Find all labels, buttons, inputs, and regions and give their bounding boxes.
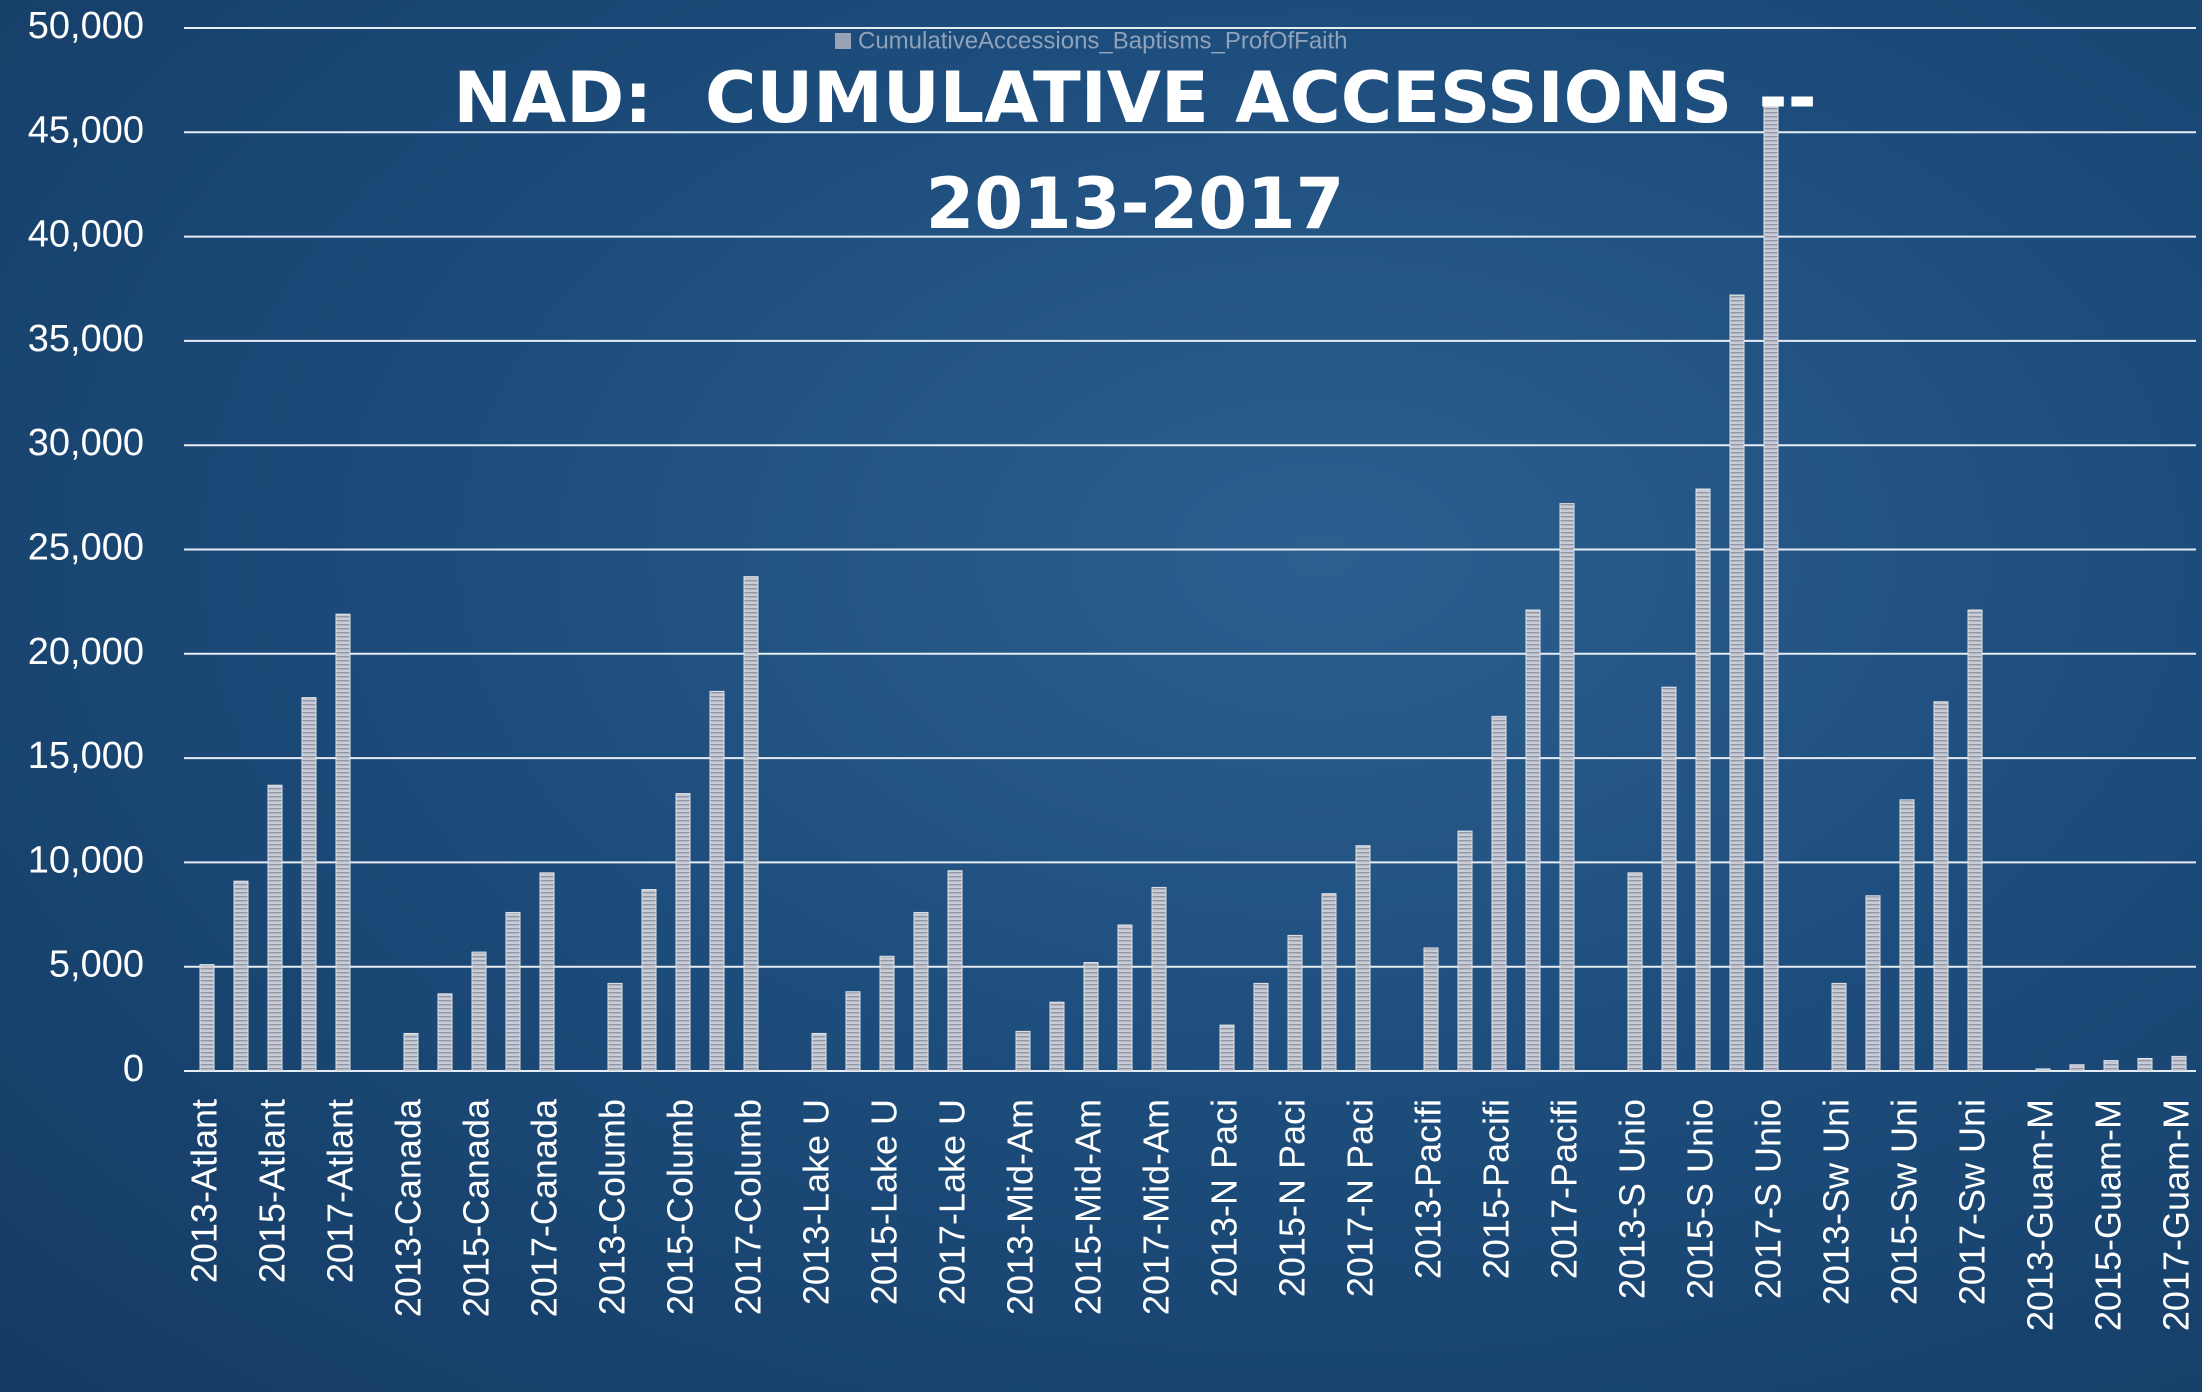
x-tick-label: 2015-Columb <box>660 1099 701 1315</box>
bar <box>403 1032 419 1072</box>
bar <box>1253 982 1269 1072</box>
bar <box>1015 1030 1031 1072</box>
x-tick-label: 2015-Pacifi <box>1476 1099 1517 1279</box>
x-tick-label: 2013-Canada <box>388 1098 429 1317</box>
bar <box>1083 962 1099 1072</box>
bar <box>1321 893 1337 1072</box>
x-tick-label: 2013-Atlant <box>184 1099 225 1283</box>
bar <box>2171 1055 2187 1072</box>
x-tick-label: 2013-Mid-Am <box>1000 1099 1041 1315</box>
y-tick-label: 45,000 <box>28 109 144 151</box>
x-tick-label: 2015-Canada <box>456 1098 497 1317</box>
bar <box>1899 799 1915 1072</box>
bar <box>811 1032 827 1072</box>
bar <box>1559 503 1575 1072</box>
bar <box>1117 924 1133 1072</box>
x-tick-label: 2017-Atlant <box>320 1099 361 1283</box>
y-tick-label: 0 <box>123 1048 144 1090</box>
bar <box>505 911 521 1072</box>
bar <box>1933 701 1949 1072</box>
y-tick-label: 35,000 <box>28 318 144 360</box>
bar <box>2103 1060 2119 1072</box>
x-tick-label: 2013-Columb <box>592 1099 633 1315</box>
chart-title: NAD: CUMULATIVE ACCESSIONS -- 2013-2017 <box>453 57 1843 245</box>
bar <box>2137 1057 2153 1072</box>
x-tick-label: 2013-Sw Uni <box>1816 1099 1857 1305</box>
legend-label: CumulativeAccessions_Baptisms_ProfOfFait… <box>858 27 1348 54</box>
bar <box>1423 947 1439 1072</box>
bar <box>301 697 317 1072</box>
bar <box>1457 830 1473 1072</box>
bar <box>675 793 691 1072</box>
y-tick-label: 50,000 <box>28 5 144 47</box>
bar <box>709 690 725 1072</box>
x-tick-label: 2013-S Unio <box>1612 1099 1653 1299</box>
x-tick-label: 2017-Columb <box>728 1099 769 1315</box>
bar <box>845 991 861 1072</box>
x-tick-label: 2013-Pacifi <box>1408 1099 1449 1279</box>
bar <box>1831 982 1847 1072</box>
bar <box>1763 100 1779 1072</box>
y-tick-label: 15,000 <box>28 735 144 777</box>
x-tick-label: 2015-Lake U <box>864 1099 905 1305</box>
bar <box>1695 488 1711 1072</box>
x-tick-label: 2015-Guam-M <box>2088 1099 2129 1331</box>
bar <box>1491 715 1507 1072</box>
x-tick-label: 2017-Guam-M <box>2156 1099 2197 1331</box>
bar <box>199 964 215 1072</box>
x-tick-label: 2015-N Paci <box>1272 1099 1313 1297</box>
bar <box>1049 1001 1065 1072</box>
x-tick-label: 2013-Lake U <box>796 1099 837 1305</box>
x-tick-label: 2015-S Unio <box>1680 1099 1721 1299</box>
bar <box>335 613 351 1072</box>
legend-swatch <box>835 33 851 49</box>
bar <box>2069 1064 2085 1072</box>
bar <box>607 982 623 1072</box>
bar <box>1729 294 1745 1072</box>
x-tick-label: 2017-Canada <box>524 1098 565 1317</box>
x-tick-label: 2017-Sw Uni <box>1952 1099 1993 1305</box>
bar <box>1219 1024 1235 1072</box>
bar <box>641 889 657 1072</box>
bar <box>1865 895 1881 1072</box>
y-tick-label: 40,000 <box>28 214 144 256</box>
y-tick-label: 5,000 <box>49 944 144 986</box>
bar <box>471 951 487 1072</box>
y-tick-label: 10,000 <box>28 839 144 881</box>
x-tick-label: 2013-N Paci <box>1204 1099 1245 1297</box>
x-tick-label: 2015-Atlant <box>252 1099 293 1283</box>
x-tick-label: 2015-Mid-Am <box>1068 1099 1109 1315</box>
bar <box>267 784 283 1072</box>
x-tick-label: 2017-S Unio <box>1748 1099 1789 1299</box>
bar <box>437 993 453 1072</box>
x-tick-label: 2017-N Paci <box>1340 1099 1381 1297</box>
bar <box>539 872 555 1072</box>
bar <box>1967 609 1983 1072</box>
bar <box>1627 872 1643 1072</box>
x-tick-label: 2017-Pacifi <box>1544 1099 1585 1279</box>
x-tick-label: 2013-Guam-M <box>2020 1099 2061 1331</box>
bar <box>947 870 963 1072</box>
x-tick-label: 2017-Mid-Am <box>1136 1099 1177 1315</box>
x-tick-label: 2017-Lake U <box>932 1099 973 1305</box>
bar <box>1151 886 1167 1072</box>
bar <box>743 576 759 1072</box>
bar <box>2035 1068 2051 1072</box>
bar <box>1355 845 1371 1072</box>
bar <box>233 880 249 1072</box>
bar <box>1525 609 1541 1072</box>
y-tick-label: 20,000 <box>28 631 144 673</box>
y-tick-label: 25,000 <box>28 527 144 569</box>
bar <box>879 955 895 1072</box>
y-tick-label: 30,000 <box>28 422 144 464</box>
x-tick-label: 2015-Sw Uni <box>1884 1099 1925 1305</box>
bar <box>913 911 929 1072</box>
bar <box>1661 686 1677 1072</box>
bar <box>1287 934 1303 1072</box>
